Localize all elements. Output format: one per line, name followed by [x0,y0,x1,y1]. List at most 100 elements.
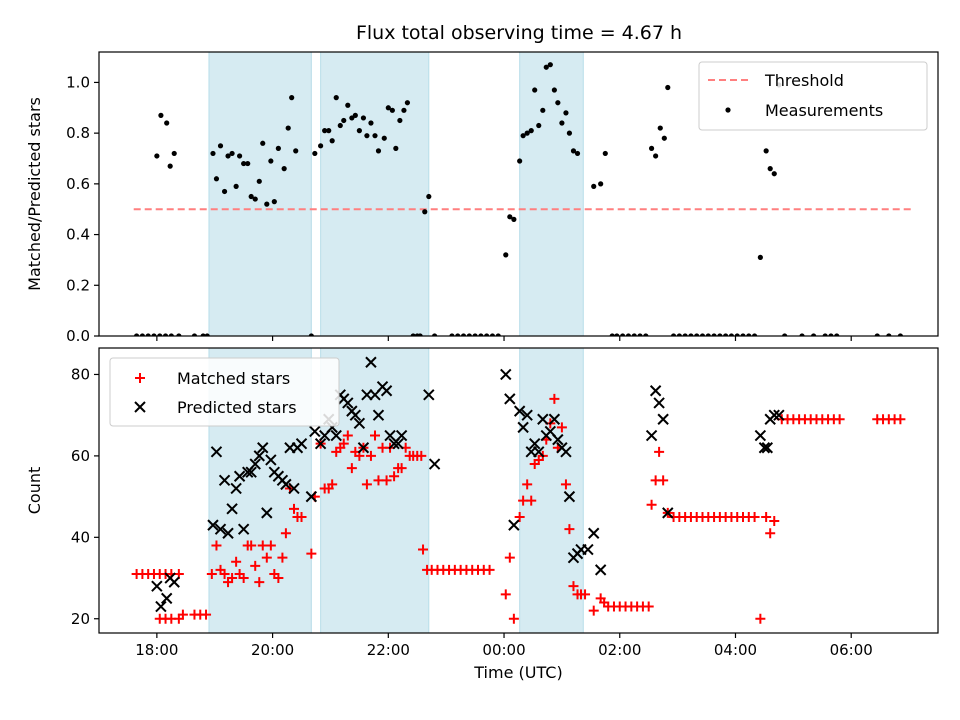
measurement-point [682,333,688,336]
predicted-point [508,519,520,531]
measurement-point [734,333,740,336]
measurement-point [164,120,170,126]
measurement-point [688,333,694,336]
measurement-point [532,87,538,93]
measurement-point [389,107,395,113]
measurement-point [426,193,432,200]
measurement-point [221,188,228,195]
predicted-point [582,543,594,556]
measurement-point [460,333,467,336]
measurement-point [631,333,637,336]
matched-point [381,475,392,486]
predicted-point [214,523,227,535]
predicted-point [280,478,292,491]
measurement-point [326,128,332,134]
measurement-point [281,166,287,172]
measurement-point [570,148,577,154]
measurement-point [176,333,182,336]
matched-point [549,393,560,404]
matched-point [658,475,669,486]
measurement-point [271,199,277,205]
measurement-point [670,333,677,336]
shaded-interval-2 [320,51,430,337]
matched-point [211,540,222,551]
predicted-point [210,446,223,458]
legend-box [698,61,928,131]
predicted-point [645,429,658,442]
predicted-point [155,600,167,613]
predicted-point [295,437,308,450]
matched-point [522,479,533,490]
matched-point [246,540,257,551]
measurement-point [723,333,729,336]
y-tick-label: 20 [71,610,90,628]
y-tick-label: 60 [71,447,90,465]
predicted-point [552,433,564,446]
measurement-point [517,158,523,164]
measurement-point [248,193,254,200]
measurement-point [728,333,735,336]
legend-predicted-swatch [134,401,146,413]
predicted-point [528,437,541,450]
measurement-point [751,333,758,336]
measurement-point [566,130,573,136]
measurement-point [591,183,597,189]
matched-point [327,479,338,490]
predicted-point [160,592,173,605]
predicted-point [361,389,373,401]
predicted-point [423,389,435,401]
measurement-point [168,333,174,336]
measurement-point [217,143,224,149]
predicted-point [649,385,662,397]
measurement-point [200,333,206,336]
matched-point [254,577,265,588]
measurement-point [356,128,362,134]
measurement-point [694,333,700,336]
predicted-point [257,442,269,454]
predicted-point [594,564,607,576]
matched-point [508,613,519,624]
series-2 [151,356,785,613]
bottom-panel: 20 40 60 80 18:00 20:00 22:00 00:00 02:00 04:00 06… [25,347,939,682]
measurement-point [293,148,299,154]
measurement-point [495,333,501,336]
measurement-point [763,148,769,154]
measurement-point [157,333,163,336]
measurement-point [507,214,513,220]
measurement-point [397,117,403,124]
predicted-point [207,519,219,531]
measurement-point [417,333,423,336]
measurement-point [337,122,343,129]
measurement-point [705,333,711,336]
measurement-point [145,333,151,336]
measurement-point [511,216,517,222]
measurement-point [637,333,643,336]
measurement-point [767,166,773,172]
predicted-point [662,507,674,519]
measurement-point [229,150,235,157]
measurement-point [225,153,231,159]
measurement-point [393,145,399,151]
matched-point [418,544,429,555]
matched-point [755,613,766,624]
legend-measurement-swatch [725,107,731,113]
measurement-point [455,333,461,336]
x-tick-label: 02:00 [598,641,641,659]
measurement-point [717,333,723,336]
measurement-point [345,102,351,108]
predicted-point [500,368,512,381]
measurement-point [886,333,892,336]
measurement-point [559,120,565,126]
predicted-point [226,503,238,515]
matched-point [227,573,238,584]
predicted-point [342,397,354,409]
x-tick-label: 00:00 [482,641,525,659]
y-tick-label: 80 [71,365,90,383]
measurement-point [757,254,763,260]
matched-point [769,516,780,527]
measurement-point [404,100,411,106]
predicted-point [218,474,231,487]
measurement-point [289,95,295,101]
measurement-point [822,333,828,336]
measurement-point [285,125,291,131]
